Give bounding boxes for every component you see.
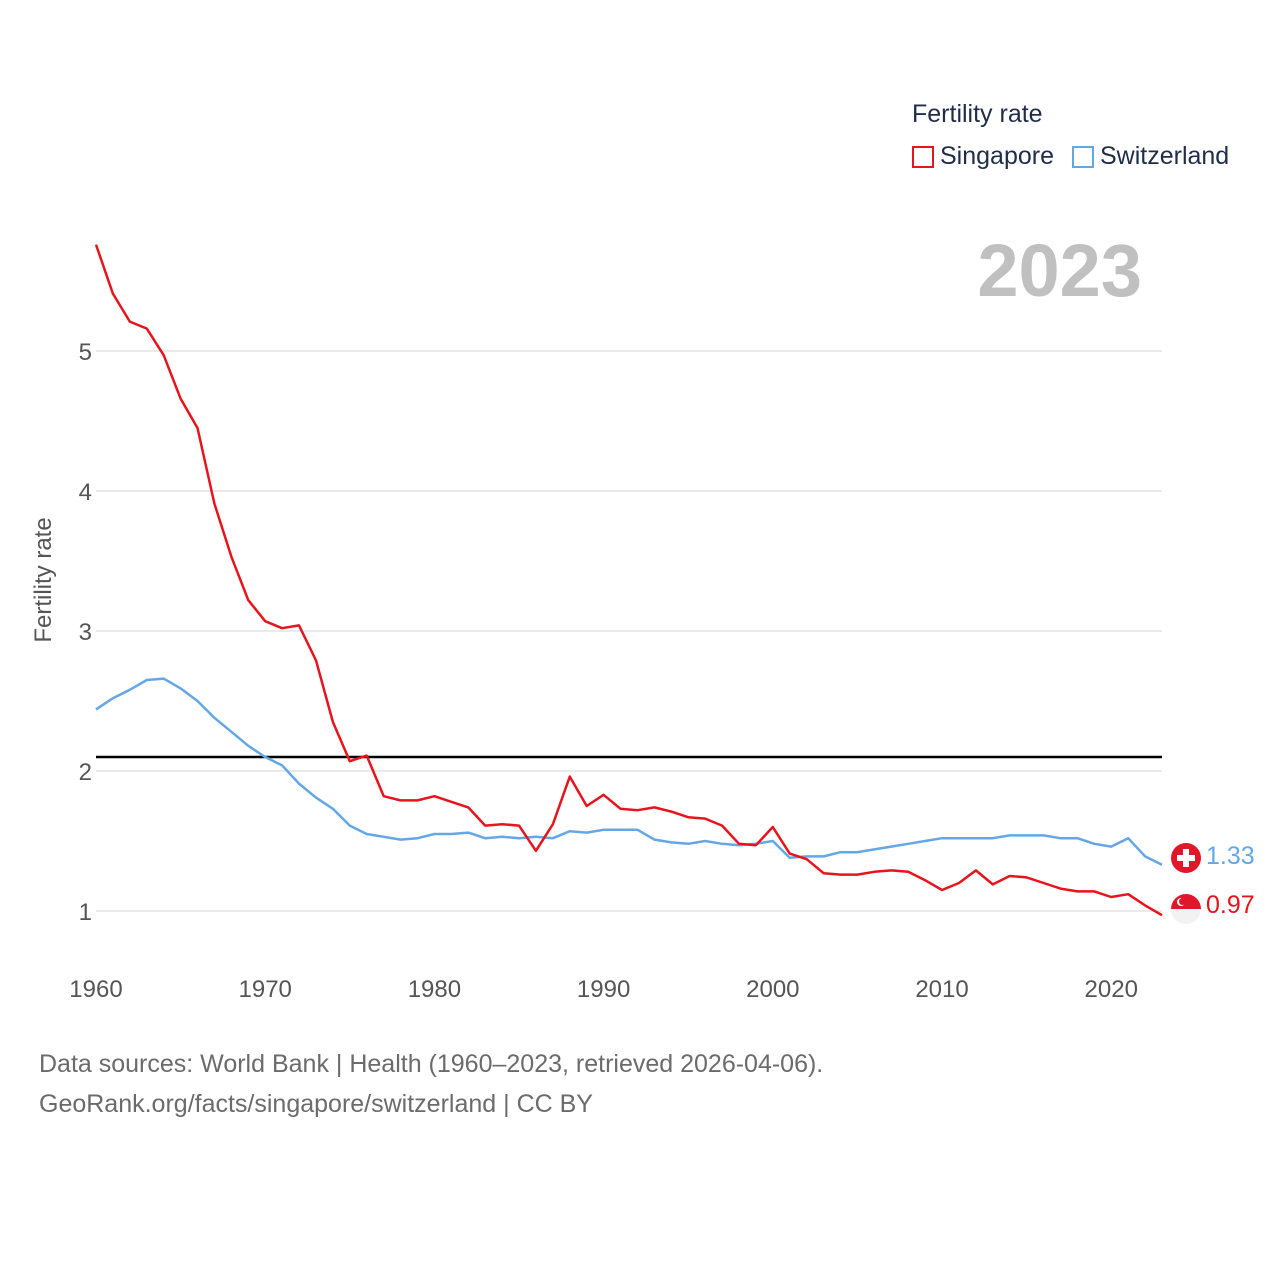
source-note: Data sources: World Bank | Health (1960–… (39, 1044, 823, 1124)
y-tick-label: 2 (79, 759, 92, 786)
end-label-switzerland: 1.33 (1206, 842, 1255, 870)
x-axis-ticks: 1960 1970 1980 1990 2000 2010 2020 (69, 976, 1138, 1003)
y-tick-label: 3 (79, 619, 92, 646)
legend-swatch-switzerland (1071, 145, 1094, 168)
series-line-switzerland[interactable] (95, 677, 1163, 866)
source-line-2[interactable]: GeoRank.org/facts/singapore/switzerland … (39, 1090, 593, 1118)
legend-item-singapore[interactable]: Singapore (912, 142, 1054, 171)
y-tick-label: 4 (79, 479, 92, 506)
legend: Singapore Switzerland (912, 142, 1247, 171)
legend-label-singapore: Singapore (940, 142, 1054, 170)
x-tick-label: 2010 (915, 976, 968, 1003)
grid-lines (96, 350, 1162, 912)
x-tick-label: 1970 (239, 976, 292, 1003)
x-tick-label: 2000 (746, 976, 799, 1003)
year-label: 2023 (977, 229, 1142, 312)
singapore-flag-icon (1171, 894, 1201, 924)
x-tick-label: 1990 (577, 976, 630, 1003)
switzerland-flag-icon (1171, 843, 1201, 873)
x-tick-label: 2020 (1085, 976, 1138, 1003)
legend-item-switzerland[interactable]: Switzerland (1071, 142, 1230, 171)
source-line-1: Data sources: World Bank | Health (1960–… (39, 1050, 824, 1078)
x-tick-label: 1960 (69, 976, 122, 1003)
y-tick-label: 1 (79, 899, 92, 926)
legend-title: Fertility rate (912, 100, 1043, 128)
legend-swatch-singapore (912, 145, 934, 168)
series-line-singapore[interactable] (94, 244, 1163, 917)
y-axis-ticks: 1 2 3 4 5 (79, 339, 92, 926)
legend-label-switzerland: Switzerland (1099, 142, 1230, 170)
y-tick-label: 5 (79, 339, 92, 366)
x-tick-label: 1980 (408, 976, 461, 1003)
end-label-singapore: 0.97 (1206, 891, 1255, 919)
y-axis-label: Fertility rate (30, 517, 57, 642)
